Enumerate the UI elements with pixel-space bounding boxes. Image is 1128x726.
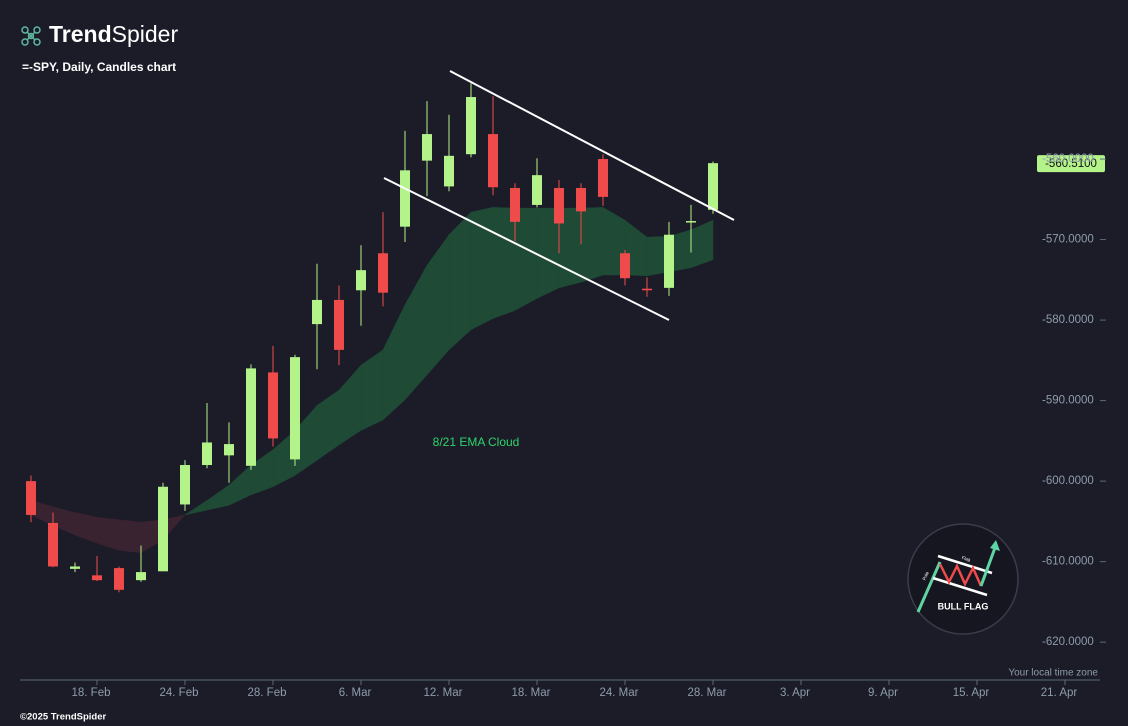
brand: TrendSpider (49, 21, 178, 47)
ema-cloud-segment (118, 519, 142, 554)
candle-body (180, 465, 190, 505)
ema-cloud-segment (690, 219, 714, 269)
last-price-box (1037, 155, 1105, 173)
last-price-tag: -560.5100 (1037, 155, 1105, 173)
candle-body (136, 572, 146, 581)
candle-body (334, 299, 344, 350)
candle-body (598, 159, 608, 197)
candle-body (532, 175, 542, 205)
candle-body (224, 444, 234, 456)
candle-body (576, 188, 586, 212)
logo-icon (21, 26, 41, 46)
candle-body (48, 522, 58, 567)
y-tick-label: -590.0000 (1042, 395, 1094, 407)
candle-body (70, 566, 80, 569)
candle-body (312, 299, 322, 325)
chart-title: =-SPY, Daily, Candles chart (22, 60, 176, 74)
brand-light: Spider (112, 21, 179, 47)
ema-cloud-segment (492, 207, 516, 319)
x-tick-label: 18. Feb (72, 687, 111, 699)
candle-body (444, 155, 454, 187)
candle-body (466, 97, 476, 155)
candle-body (202, 442, 212, 466)
candle-body (488, 134, 498, 188)
candle-body (554, 188, 564, 224)
candle-body (114, 568, 124, 590)
candle-body (246, 368, 256, 466)
y-tick-label: -560.0000 (1042, 153, 1094, 165)
timezone-note: Your local time zone (1008, 668, 1098, 679)
ema-cloud-segment (514, 207, 538, 311)
last-price-label: -560.5100 (1045, 158, 1097, 170)
x-tick-label: 15. Apr (953, 687, 990, 699)
x-tick-label: 28. Mar (688, 687, 727, 699)
badge-flag: Flag (961, 555, 971, 562)
candle-body (268, 372, 278, 439)
x-tick-label: 6. Mar (339, 687, 372, 699)
flag-lower-line (383, 177, 670, 321)
ema-cloud-segment (448, 211, 472, 351)
candle-body (290, 357, 300, 460)
bull-flag-badge: BULL FLAG Pole Flag (907, 523, 1019, 635)
candle-body (378, 253, 388, 293)
y-tick-label: -580.0000 (1042, 314, 1094, 326)
y-tick-label: -620.0000 (1042, 636, 1094, 648)
flag-upper-line (449, 70, 735, 221)
y-tick-label: -570.0000 (1042, 234, 1094, 246)
candle-body (664, 234, 674, 288)
x-tick-label: 12. Mar (424, 687, 463, 699)
candle-body (686, 221, 696, 223)
x-tick-label: 24. Feb (160, 687, 199, 699)
x-tick-label: 9. Apr (868, 687, 898, 699)
badge-title: BULL FLAG (938, 601, 989, 611)
candles (26, 83, 718, 593)
badge-pole: Pole (922, 570, 931, 581)
candle-body (708, 163, 718, 210)
x-tick-label: 21. Apr (1041, 687, 1078, 699)
y-tick-label: -610.0000 (1042, 556, 1094, 568)
brand-bold: Trend (49, 21, 112, 47)
x-tick-label: 28. Feb (248, 687, 287, 699)
candle-body (642, 288, 652, 291)
ema-cloud-segment (470, 207, 494, 331)
x-tick-label: 3. Apr (780, 687, 810, 699)
candle-body (158, 486, 168, 572)
ema-cloud-segment (580, 207, 604, 283)
y-tick-label: -600.0000 (1042, 475, 1094, 487)
candle-body (92, 575, 102, 581)
candle-body (510, 188, 520, 222)
candle-body (400, 170, 410, 227)
x-tick-label: 24. Mar (600, 687, 639, 699)
ema-cloud (30, 206, 714, 554)
candle-body (356, 270, 366, 291)
cloud-annotation: 8/21 EMA Cloud (433, 435, 520, 449)
candle-body (422, 134, 432, 161)
x-tick-label: 18. Mar (512, 687, 551, 699)
candle-body (26, 481, 36, 515)
candle-body (620, 253, 630, 279)
footer: ©2025 TrendSpider (20, 712, 107, 723)
